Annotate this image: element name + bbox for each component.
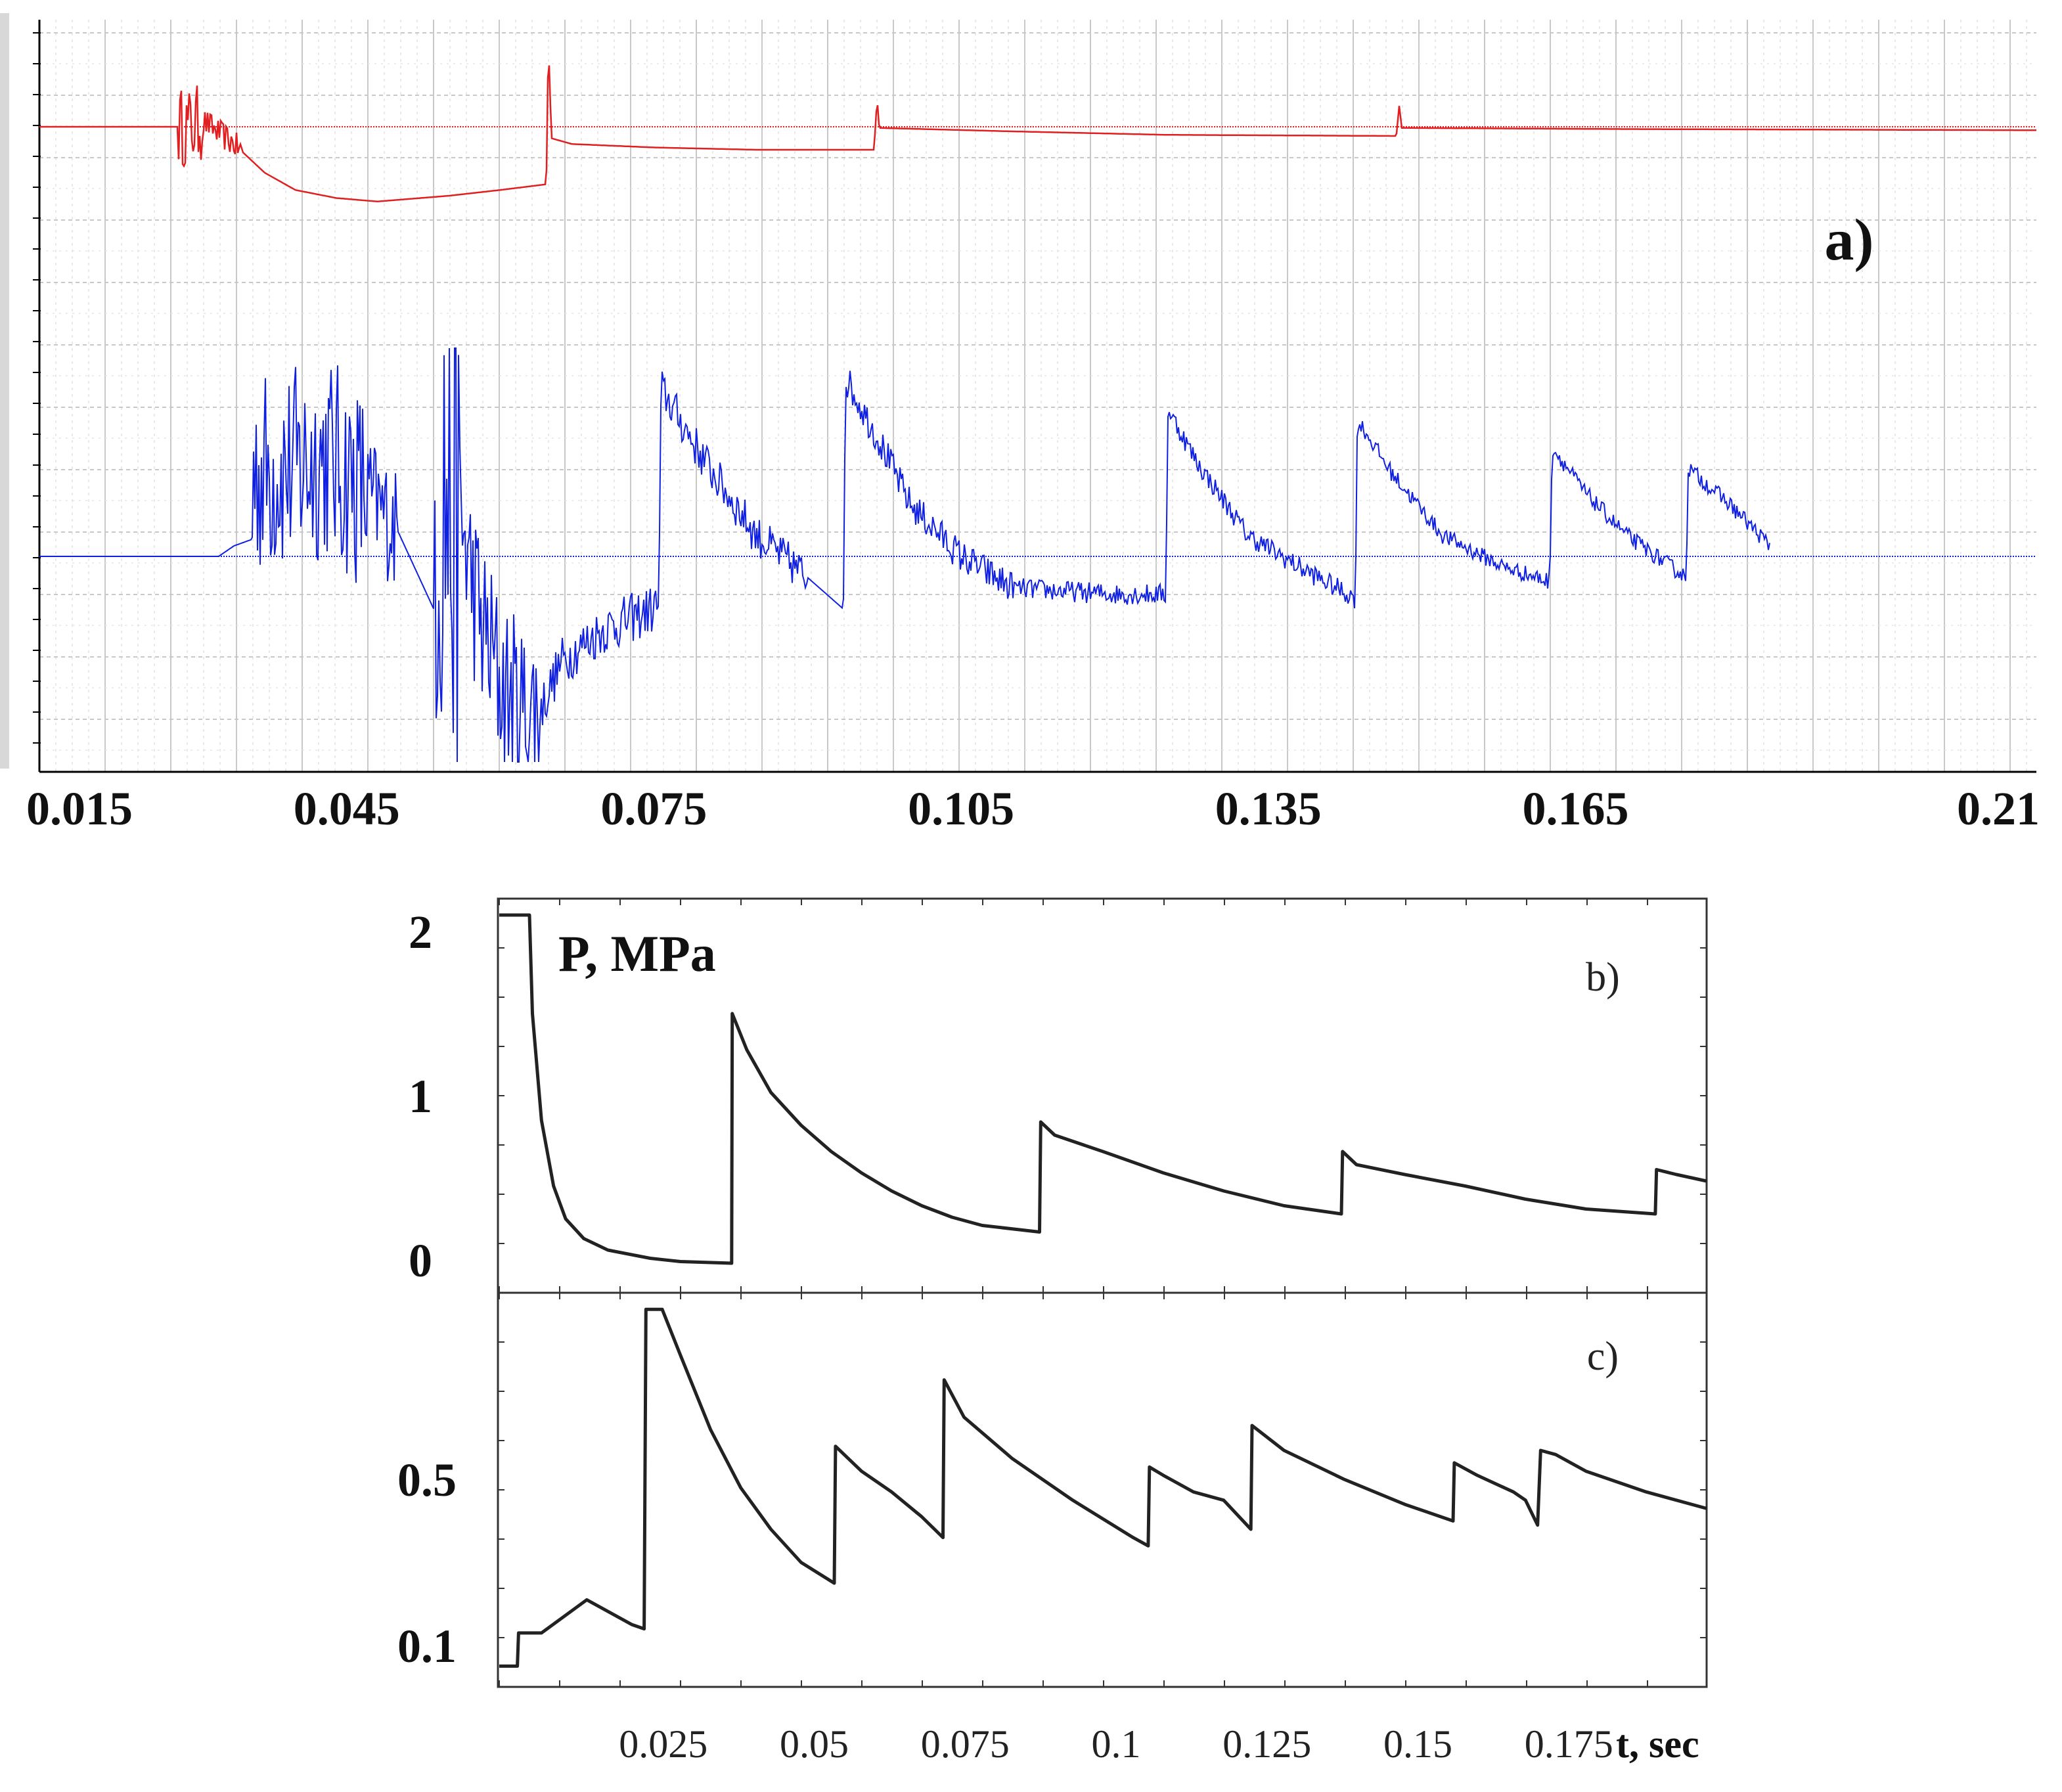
panel-c-label: c) — [1587, 1334, 1619, 1379]
panel-c: 0.5 0.1 0.025 0.05 0.075 0.1 0.125 0.15 0.175 t… — [397, 1291, 1708, 1766]
panel-a-grid — [39, 20, 2036, 772]
panel-a-baselines — [39, 126, 2036, 557]
panel-c-x-tick-label: 0.05 — [780, 1722, 849, 1766]
panel-a-x-tick-label: 0.135 — [1215, 782, 1322, 835]
panel-a-x-tick-label: 0.21 — [1957, 782, 2040, 835]
panel-a-left-rail — [0, 13, 9, 769]
panel-c-x-tick-label: 0.1 — [1092, 1722, 1141, 1766]
panel-c-series-p — [499, 1307, 1707, 1668]
panel-a: 0.015 0.045 0.075 0.105 0.135 0.165 0.21 a) — [0, 13, 2040, 835]
panel-c-x-tick-label: 0.175 — [1525, 1722, 1613, 1766]
panel-c-y-tick-labels: 0.5 0.1 — [397, 1454, 457, 1672]
panel-a-x-tick-label: 0.015 — [26, 782, 133, 835]
panel-a-y-ticks — [33, 32, 41, 744]
panel-b-label: b) — [1586, 955, 1620, 1000]
panel-b-y-axis-label: P, MPa — [558, 925, 716, 982]
panel-c-x-tick-label: 0.15 — [1383, 1722, 1452, 1766]
panel-b-y-tick-label: 0 — [409, 1234, 432, 1287]
panel-c-x-tick-label: 0.075 — [921, 1722, 1010, 1766]
panel-c-x-tick-label: 0.025 — [619, 1722, 707, 1766]
panel-a-series-bottom — [39, 347, 1770, 763]
panel-b-y-tick-label: 1 — [409, 1070, 432, 1123]
panel-a-label: a) — [1825, 208, 1874, 273]
panel-a-x-tick-label: 0.105 — [908, 782, 1014, 835]
panel-c-y-tick-label: 0.5 — [397, 1454, 457, 1506]
panel-c-tick-marks — [498, 1292, 1707, 1688]
panel-b-series-p — [499, 913, 1707, 1265]
panel-a-x-tick-label: 0.045 — [294, 782, 400, 835]
panel-c-x-axis-label: t, sec — [1616, 1722, 1699, 1766]
panel-a-series-top — [39, 65, 2037, 202]
panel-c-x-tick-labels: 0.025 0.05 0.075 0.1 0.125 0.15 0.175 — [619, 1722, 1613, 1766]
panel-c-y-tick-label: 0.1 — [397, 1620, 457, 1672]
panel-c-x-tick-label: 0.125 — [1222, 1722, 1311, 1766]
panel-a-x-tick-label: 0.075 — [600, 782, 707, 835]
panel-a-x-tick-labels: 0.015 0.045 0.075 0.105 0.135 0.165 0.21 — [26, 782, 2040, 835]
panel-b-y-tick-label: 2 — [409, 906, 432, 958]
panel-a-x-tick-label: 0.165 — [1522, 782, 1628, 835]
panel-b-y-tick-labels: 2 1 0 — [409, 906, 432, 1287]
